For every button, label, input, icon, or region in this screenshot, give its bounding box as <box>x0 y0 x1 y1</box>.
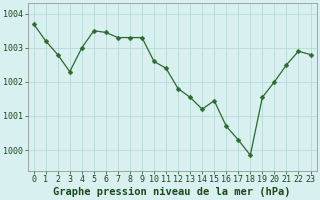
X-axis label: Graphe pression niveau de la mer (hPa): Graphe pression niveau de la mer (hPa) <box>53 186 291 197</box>
